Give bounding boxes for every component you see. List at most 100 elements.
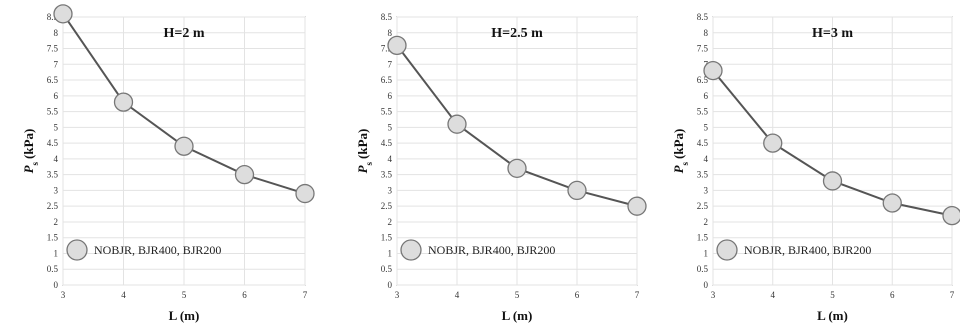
y-tick-label: 2	[704, 217, 709, 227]
y-tick-label: 4	[54, 154, 59, 164]
data-point	[295, 183, 315, 204]
y-tick-label: 7.5	[47, 44, 59, 54]
legend-marker	[716, 239, 738, 261]
y-tick-label: 5.5	[47, 107, 59, 117]
x-tick-label: 5	[515, 290, 520, 300]
data-point	[942, 205, 960, 226]
y-axis-label-sub: s	[30, 161, 40, 165]
y-tick-label: 4.5	[697, 138, 709, 148]
y-tick-label: 8	[704, 28, 709, 38]
x-axis-label: L (m)	[817, 308, 848, 323]
y-tick-label: 0	[388, 280, 393, 290]
y-axis-label-main: P	[355, 164, 370, 173]
y-axis-label-main: P	[21, 164, 36, 173]
y-tick-label: 8.5	[381, 12, 393, 22]
y-tick-label: 1.5	[697, 233, 709, 243]
y-axis-label-sub: s	[680, 161, 690, 165]
y-tick-label: 1.5	[381, 233, 393, 243]
x-tick-label: 7	[950, 290, 955, 300]
y-tick-label: 1	[54, 248, 59, 258]
data-point	[174, 136, 194, 156]
data-point	[703, 60, 723, 81]
y-tick-label: 3.5	[697, 170, 709, 180]
y-tick-label: 6	[704, 91, 709, 101]
legend-marker	[66, 239, 88, 261]
y-tick-label: 4	[704, 154, 709, 164]
legend-marker	[400, 239, 422, 261]
y-tick-label: 8	[388, 28, 393, 38]
chart-title: H=2 m	[163, 26, 204, 41]
y-tick-label: 7.5	[697, 44, 709, 54]
y-tick-label: 7.5	[381, 44, 393, 54]
y-tick-label: 3.5	[381, 170, 393, 180]
chart-panel-2: 0 0.5 1 1.5 2 2.5 3 3.5 4 4.5 5 5.5 6 6.5 7 7.5 8 8.5 3 4 5 6…	[355, 12, 647, 323]
y-tick-label: 2.5	[47, 201, 59, 211]
chart-panel-3: 0 0.5 1 1.5 2 2.5 3 3.5 4 4.5 5 5.5 6 6.5 7 7.5 8 8.5 3 4 5 6…	[671, 12, 960, 323]
y-axis-label: Ps (kPa)	[671, 129, 690, 174]
chart-panel-1: 0 0.5 1 1.5 2 2.5 3 3.5 4 4.5 5 5.5 6 6.5 7 7.5 8 8.5 3 4 5 6…	[21, 4, 315, 323]
y-tick-label: 0.5	[697, 264, 709, 274]
x-tick-label: 6	[890, 290, 895, 300]
y-tick-label: 6.5	[381, 75, 393, 85]
data-point	[234, 164, 255, 185]
y-axis-label: Ps (kPa)	[355, 129, 374, 174]
y-tick-label: 3	[704, 185, 709, 195]
y-tick-label: 7	[54, 59, 59, 69]
data-point	[763, 133, 783, 153]
y-tick-label: 2.5	[381, 201, 393, 211]
y-tick-label: 5	[54, 122, 59, 132]
y-tick-label: 3.5	[47, 170, 59, 180]
y-tick-label: 2.5	[697, 201, 709, 211]
legend-label: NOBJR, BJR400, BJR200	[744, 243, 871, 257]
x-tick-label: 7	[635, 290, 640, 300]
legend-label: NOBJR, BJR400, BJR200	[94, 243, 221, 257]
data-point	[53, 4, 73, 24]
data-point	[507, 158, 527, 178]
y-tick-label: 1	[704, 248, 709, 258]
x-tick-label: 4	[771, 290, 776, 300]
y-tick-label: 5	[704, 122, 709, 132]
y-tick-label: 8.5	[47, 12, 59, 22]
y-tick-label: 0.5	[47, 264, 59, 274]
y-tick-label: 0	[704, 280, 709, 290]
x-tick-label: 5	[830, 290, 835, 300]
x-tick-label: 3	[711, 290, 716, 300]
x-tick-label: 6	[575, 290, 580, 300]
data-point	[822, 171, 843, 191]
x-tick-label: 3	[395, 290, 400, 300]
y-tick-label: 5.5	[381, 107, 393, 117]
x-axis-label: L (m)	[169, 308, 200, 323]
data-point	[567, 180, 587, 201]
x-tick-label: 5	[182, 290, 187, 300]
data-point	[882, 193, 902, 213]
x-tick-label: 4	[455, 290, 460, 300]
y-tick-label: 1.5	[47, 233, 59, 243]
y-axis-label: Ps (kPa)	[21, 129, 40, 174]
y-tick-label: 4.5	[381, 138, 393, 148]
y-tick-label: 4.5	[47, 138, 59, 148]
data-point	[627, 196, 647, 216]
y-tick-label: 6	[388, 91, 393, 101]
x-tick-label: 4	[121, 290, 126, 300]
y-tick-label: 2	[388, 217, 393, 227]
y-tick-label: 5.5	[697, 107, 709, 117]
y-axis-label-main: P	[671, 164, 686, 173]
y-axis-label-unit: (kPa)	[671, 129, 686, 159]
x-tick-label: 6	[242, 290, 247, 300]
y-tick-label: 1	[388, 248, 393, 258]
y-tick-label: 8	[54, 28, 59, 38]
y-tick-label: 2	[54, 217, 59, 227]
data-point	[447, 114, 467, 134]
y-tick-label: 6	[54, 91, 59, 101]
y-tick-label: 4	[388, 154, 393, 164]
chart-title: H=3 m	[812, 26, 853, 41]
y-tick-label: 3	[54, 185, 59, 195]
y-tick-label: 0.5	[381, 264, 393, 274]
y-tick-label: 7	[388, 59, 393, 69]
y-tick-label: 0	[54, 280, 59, 290]
y-tick-label: 5	[388, 122, 393, 132]
chart-title: H=2.5 m	[491, 26, 543, 41]
x-axis-label: L (m)	[502, 308, 533, 323]
x-tick-label: 7	[303, 290, 308, 300]
